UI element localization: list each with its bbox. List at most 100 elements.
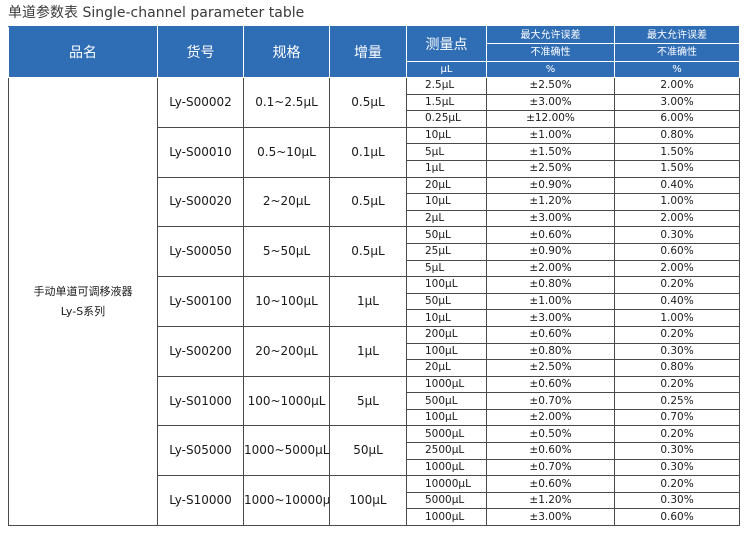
increment: 0.5μL xyxy=(329,77,407,128)
table-row: 1000μL ±3.00% 0.60% xyxy=(9,508,740,527)
increment: 1μL xyxy=(329,276,407,327)
imprecision-value: 6.00% xyxy=(614,110,740,128)
imprecision-value: 0.25% xyxy=(614,392,740,410)
table-row: 100μL ±0.80% 0.30% xyxy=(9,342,740,361)
table-header: 品名 货号 规格 增量 测量点 最大允许误差 最大允许误差 不准确性 不准确性 … xyxy=(8,25,740,79)
table-row: 0.25μL ±12.00% 6.00% xyxy=(9,110,740,128)
col-header-spec: 规格 xyxy=(243,26,330,78)
increment: 1μL xyxy=(329,325,407,377)
increment: 100μL xyxy=(329,475,407,527)
imprecision-value: 0.20% xyxy=(614,276,740,294)
unit-inaccuracy: % xyxy=(486,60,615,79)
test-point: 5000μL xyxy=(406,425,487,444)
table-row: 5000μL ±1.20% 0.30% xyxy=(9,491,740,510)
imprecision-value: 0.40% xyxy=(614,292,740,311)
imprecision-value: 2.00% xyxy=(614,259,740,278)
inaccuracy-value: ±1.20% xyxy=(486,193,615,211)
table-row: 2μL ±3.00% 2.00% xyxy=(9,209,740,228)
test-point: 200μL xyxy=(406,325,487,344)
imprecision-value: 0.20% xyxy=(614,325,740,344)
imprecision-value: 0.30% xyxy=(614,226,740,244)
test-point: 10μL xyxy=(406,309,487,327)
col-header-imprecision: 不准确性 xyxy=(614,43,740,62)
test-point: 50μL xyxy=(406,226,487,244)
product-code: Ly-S05000 xyxy=(157,425,244,477)
product-code: Ly-S00050 xyxy=(157,226,244,278)
product-code: Ly-S00100 xyxy=(157,276,244,327)
product-code: Ly-S01000 xyxy=(157,375,244,427)
test-point: 20μL xyxy=(406,359,487,377)
imprecision-value: 0.30% xyxy=(614,458,740,477)
test-point: 100μL xyxy=(406,342,487,361)
increment: 0.5μL xyxy=(329,226,407,278)
increment: 5μL xyxy=(329,375,407,427)
test-point: 10μL xyxy=(406,126,487,145)
imprecision-value: 0.60% xyxy=(614,242,740,261)
spec-range: 2~20μL xyxy=(243,176,330,228)
series-name-cell: 手动单道可调移液器 Ly-S系列 xyxy=(8,76,158,527)
inaccuracy-value: ±0.60% xyxy=(486,375,615,394)
inaccuracy-value: ±0.60% xyxy=(486,442,615,460)
spec-range: 0.5~10μL xyxy=(243,126,330,178)
imprecision-value: 0.60% xyxy=(614,508,740,527)
table-row: 20μL ±2.50% 0.80% xyxy=(9,359,740,377)
inaccuracy-value: ±0.80% xyxy=(486,276,615,294)
test-point: 10μL xyxy=(406,193,487,211)
test-point: 2.5μL xyxy=(406,77,487,95)
unit-imprecision: % xyxy=(614,60,740,79)
table-row: 10μL ±3.00% 1.00% xyxy=(9,309,740,327)
inaccuracy-value: ±12.00% xyxy=(486,110,615,128)
inaccuracy-value: ±3.00% xyxy=(486,508,615,527)
imprecision-value: 0.20% xyxy=(614,425,740,444)
spec-range: 20~200μL xyxy=(243,325,330,377)
spec-range: 100~1000μL xyxy=(243,375,330,427)
table-row: Ly-S10000 1000~10000μL 100μL 10000μL ±0.60% 0… xyxy=(9,475,740,527)
imprecision-value: 1.00% xyxy=(614,309,740,327)
page-title: 单道参数表 Single-channel parameter table xyxy=(8,5,305,21)
inaccuracy-value: ±1.20% xyxy=(486,491,615,510)
imprecision-value: 0.20% xyxy=(614,475,740,493)
inaccuracy-value: ±0.90% xyxy=(486,176,615,195)
test-point: 1000μL xyxy=(406,508,487,527)
test-point: 1000μL xyxy=(406,375,487,394)
increment: 0.1μL xyxy=(329,126,407,178)
imprecision-value: 0.30% xyxy=(614,342,740,361)
test-point: 5μL xyxy=(406,259,487,278)
series-model: Ly-S系列 xyxy=(60,304,106,318)
inaccuracy-value: ±3.00% xyxy=(486,309,615,327)
test-point: 1μL xyxy=(406,159,487,178)
inaccuracy-value: ±0.90% xyxy=(486,242,615,261)
inaccuracy-value: ±1.50% xyxy=(486,143,615,161)
imprecision-value: 2.00% xyxy=(614,77,740,95)
product-code: Ly-S00002 xyxy=(157,77,244,128)
table-row: 2500μL ±0.60% 0.30% xyxy=(9,442,740,460)
table-row: Ly-S00050 5~50μL 0.5μL 50μL ±0.60% 0.30% xyxy=(9,226,740,278)
spec-range: 5~50μL xyxy=(243,226,330,278)
imprecision-value: 0.80% xyxy=(614,359,740,377)
col-header-max-error-1: 最大允许误差 xyxy=(486,25,615,45)
inaccuracy-value: ±0.50% xyxy=(486,425,615,444)
table-row: 50μL ±1.00% 0.40% xyxy=(9,292,740,311)
test-point: 50μL xyxy=(406,292,487,311)
inaccuracy-value: ±2.00% xyxy=(486,259,615,278)
inaccuracy-value: ±2.00% xyxy=(486,408,615,427)
imprecision-value: 0.40% xyxy=(614,176,740,195)
test-point: 2μL xyxy=(406,209,487,228)
spec-range: 10~100μL xyxy=(243,276,330,327)
test-point: 100μL xyxy=(406,276,487,294)
col-header-increment: 增量 xyxy=(329,26,407,78)
inaccuracy-value: ±1.00% xyxy=(486,292,615,311)
product-code: Ly-S00020 xyxy=(157,176,244,228)
inaccuracy-value: ±0.60% xyxy=(486,325,615,344)
test-point: 5μL xyxy=(406,143,487,161)
inaccuracy-value: ±3.00% xyxy=(486,93,615,112)
imprecision-value: 0.30% xyxy=(614,442,740,460)
imprecision-value: 1.50% xyxy=(614,159,740,178)
col-header-inaccuracy: 不准确性 xyxy=(486,43,615,62)
product-code: Ly-S00200 xyxy=(157,325,244,377)
imprecision-value: 2.00% xyxy=(614,209,740,228)
col-header-max-error-2: 最大允许误差 xyxy=(614,25,740,45)
product-code: Ly-S10000 xyxy=(157,475,244,527)
inaccuracy-value: ±0.60% xyxy=(486,475,615,493)
col-header-code: 货号 xyxy=(157,26,244,78)
